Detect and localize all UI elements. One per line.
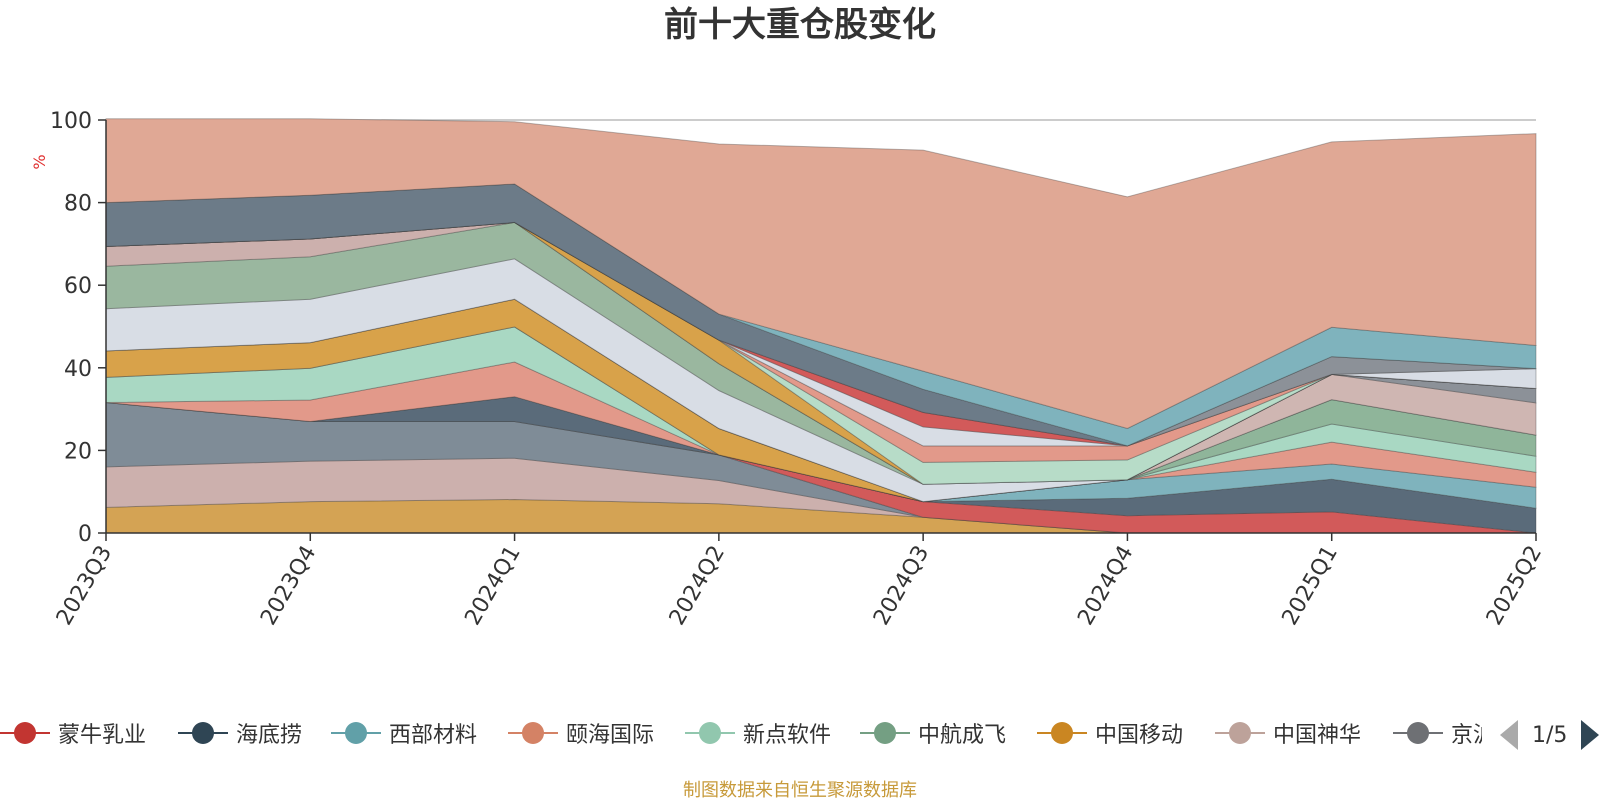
- circle-icon: [860, 716, 910, 750]
- area-series-6: [105, 361, 1537, 503]
- circle-icon: [508, 716, 558, 750]
- area-chart: 0 20 40 60 80 100 2023Q3 2023Q4 2024Q1 2024Q2 2024…: [30, 109, 1547, 630]
- circle-icon: [331, 716, 381, 750]
- x-tick-label: 2023Q3: [52, 542, 117, 630]
- area-series: [105, 118, 1537, 534]
- y-tick-label: 0: [78, 522, 92, 547]
- legend-item[interactable]: 京沪高铁: [1393, 716, 1482, 750]
- legend-item[interactable]: 海底捞: [178, 716, 302, 750]
- legend-label: 中国神华: [1273, 723, 1362, 748]
- page-next-icon[interactable]: [1581, 720, 1600, 750]
- x-tick-label: 2025Q1: [1278, 542, 1343, 630]
- data-source-note: 制图数据来自恒生聚源数据库: [683, 780, 917, 801]
- y-tick-label: 80: [64, 192, 92, 217]
- page-prev-icon[interactable]: [1500, 720, 1518, 750]
- legend-label: 颐海国际: [566, 723, 655, 748]
- legend-label: 海底捞: [236, 723, 303, 748]
- circle-icon: [1215, 716, 1265, 750]
- circle-icon: [178, 716, 228, 750]
- circle-icon: [0, 716, 50, 750]
- legend: 蒙牛乳业 海底捞 西部材料 颐海国际 新点软件 中航成飞 中国移动 中国神华 京沪高铁: [0, 716, 1600, 750]
- x-tick-label: 2025Q2: [1482, 542, 1547, 630]
- legend-label: 西部材料: [389, 723, 478, 748]
- area-series-23: [105, 118, 1537, 430]
- x-tick-label: 2024Q1: [460, 542, 525, 630]
- y-tick-label: 100: [50, 109, 92, 134]
- y-tick-label: 20: [64, 439, 92, 464]
- legend-item[interactable]: 中国移动: [1037, 716, 1183, 750]
- y-tick-label: 60: [64, 274, 92, 299]
- legend-label: 蒙牛乳业: [58, 723, 147, 748]
- legend-label: 京沪高铁: [1451, 723, 1482, 748]
- legend-item[interactable]: 新点软件: [685, 716, 831, 750]
- y-tick-label: 40: [64, 357, 92, 382]
- circle-icon: [685, 716, 735, 750]
- y-axis-label: %: [30, 154, 49, 169]
- x-tick-label: 2023Q4: [256, 542, 321, 630]
- area-series-7: [105, 326, 1537, 503]
- legend-item[interactable]: 西部材料: [331, 716, 477, 750]
- legend-label: 中国移动: [1095, 723, 1184, 748]
- circle-icon: [1393, 716, 1443, 750]
- legend-item[interactable]: 颐海国际: [508, 716, 654, 750]
- legend-label: 新点软件: [743, 723, 832, 748]
- x-tick-label: 2024Q2: [665, 542, 730, 630]
- legend-item[interactable]: 中航成飞: [860, 716, 1006, 750]
- legend-page-indicator: 1/5: [1532, 722, 1568, 748]
- chart-title: 前十大重仓股变化: [664, 5, 936, 45]
- legend-item[interactable]: 中国神华: [1215, 716, 1361, 750]
- legend-item[interactable]: 蒙牛乳业: [0, 716, 146, 750]
- x-tick-label: 2024Q3: [869, 542, 934, 630]
- legend-pager: 1/5: [1500, 718, 1600, 752]
- x-tick-label: 2024Q4: [1073, 542, 1138, 630]
- circle-icon: [1037, 716, 1087, 750]
- legend-label: 中航成飞: [918, 723, 1007, 748]
- legend-items: 蒙牛乳业 海底捞 西部材料 颐海国际 新点软件 中航成飞 中国移动 中国神华 京沪高铁: [0, 716, 1482, 750]
